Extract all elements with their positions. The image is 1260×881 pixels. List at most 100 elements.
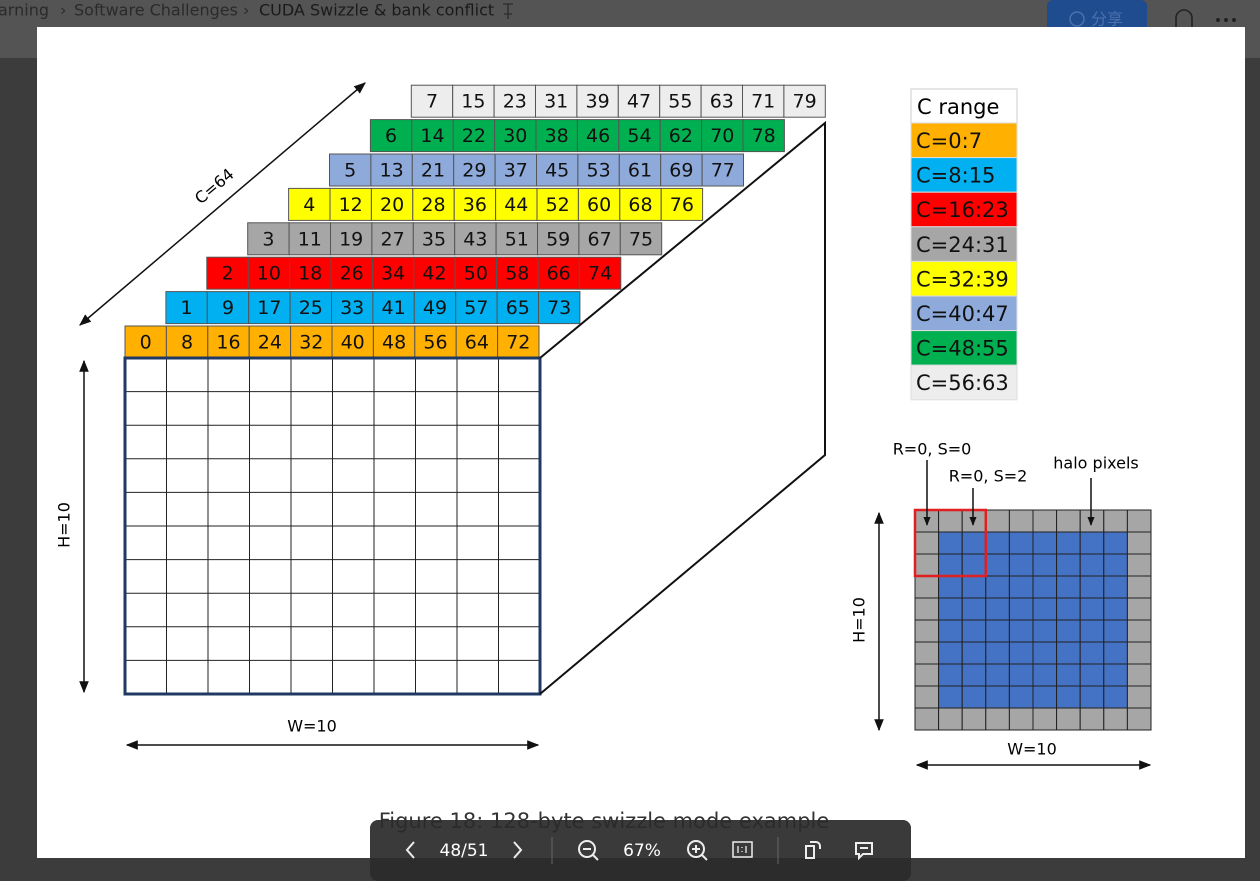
channel-index: 59 <box>546 228 570 250</box>
input-pixel <box>961 597 987 621</box>
comment-button[interactable] <box>855 842 873 861</box>
channel-index: 41 <box>382 297 406 319</box>
halo-pixel <box>914 707 940 731</box>
input-pixel <box>1056 685 1081 709</box>
channel-cell <box>413 291 457 325</box>
more-icon[interactable] <box>1216 18 1236 22</box>
channel-cell <box>576 119 620 153</box>
channel-index: 66 <box>547 263 571 285</box>
channel-index: 36 <box>463 194 487 216</box>
zoom-in-button[interactable] <box>687 840 708 861</box>
input-pixel <box>1032 531 1058 555</box>
input-pixel <box>1032 553 1058 577</box>
input-pixel <box>1032 575 1058 599</box>
input-pixel <box>938 663 963 687</box>
input-pixel <box>938 531 963 555</box>
input-pixel <box>961 531 987 555</box>
halo-pixel <box>1103 509 1128 533</box>
input-pixel <box>1103 597 1128 621</box>
channel-cell <box>454 222 497 256</box>
input-pixel <box>985 553 1010 577</box>
channel-cell <box>742 84 785 118</box>
channel-cell <box>538 291 581 325</box>
channel-index: 2 <box>221 263 233 285</box>
front-face <box>123 356 542 696</box>
channel-cell <box>124 325 167 359</box>
zoom-out-button[interactable] <box>578 840 599 861</box>
rotate-button[interactable] <box>805 841 821 859</box>
legend-swatch <box>910 364 1018 401</box>
halo-pixel <box>914 619 940 643</box>
halo-pixel <box>914 597 940 621</box>
channel-index: 9 <box>222 297 234 319</box>
halo-pixel <box>914 553 940 577</box>
input-pixel <box>938 685 963 709</box>
input-pixel <box>1008 641 1034 665</box>
channel-index: 21 <box>421 160 445 182</box>
channel-cell <box>578 256 622 290</box>
halo-pixel <box>1008 509 1034 533</box>
input-pixel <box>1103 641 1128 665</box>
halo-pixel <box>961 509 987 533</box>
bell-icon[interactable] <box>1175 9 1193 29</box>
halo-pixel <box>938 707 963 731</box>
halo-pixel <box>914 531 940 555</box>
halo-pixel <box>1056 707 1081 731</box>
crumb[interactable]: Software Challenges <box>74 1 238 20</box>
input-pixel <box>985 663 1010 687</box>
halo-pixel <box>961 707 987 731</box>
channel-cell <box>700 84 743 118</box>
channel-index: 56 <box>423 332 447 354</box>
legend-label: C=32:39 <box>916 267 1009 291</box>
pin-icon[interactable] <box>503 3 513 19</box>
halo-pixel <box>1103 707 1128 731</box>
input-pixel <box>985 597 1010 621</box>
channel-cell <box>369 119 413 153</box>
next-button[interactable] <box>513 841 523 859</box>
input-pixel <box>1032 619 1058 643</box>
channel-cell <box>742 119 785 153</box>
prev-button[interactable] <box>405 841 415 859</box>
channel-cell <box>372 325 416 359</box>
input-pixel <box>961 685 987 709</box>
channel-cell <box>618 153 662 187</box>
halo-pixel <box>1126 575 1152 599</box>
channel-index: 26 <box>340 263 364 285</box>
channel-index: 49 <box>423 297 447 319</box>
channel-index: 39 <box>586 91 610 113</box>
channel-index: 11 <box>298 228 322 250</box>
filter-window <box>913 508 988 578</box>
h-label: H=10 <box>850 597 869 643</box>
input-pixel <box>1008 663 1034 687</box>
channel-cell <box>496 256 539 290</box>
channel-cell <box>411 119 454 153</box>
channel-index: 64 <box>465 332 489 354</box>
channel-cell <box>783 84 826 118</box>
input-pixel <box>938 575 963 599</box>
input-pixel <box>961 663 987 687</box>
channel-cell <box>660 187 704 221</box>
breadcrumb: arning › Software Challenges › CUDA Swiz… <box>0 1 513 20</box>
input-pixel <box>1056 663 1081 687</box>
input-pixel <box>1032 597 1058 621</box>
channel-cell <box>578 222 621 256</box>
crumb[interactable]: arning <box>0 1 49 20</box>
channel-index: 75 <box>629 228 653 250</box>
channel-index: 35 <box>422 228 446 250</box>
halo-pixel <box>1126 641 1152 665</box>
legend-swatch <box>910 226 1018 262</box>
channel-index: 18 <box>298 263 322 285</box>
crumb-current: CUDA Swizzle & bank conflict <box>259 1 494 20</box>
channel-index: 46 <box>586 125 610 147</box>
actual-size-button[interactable] <box>732 841 753 858</box>
input-pixel <box>1079 553 1105 577</box>
halo-pixel <box>914 663 940 687</box>
legend-label: C=48:55 <box>916 337 1009 361</box>
input-pixel <box>985 641 1010 665</box>
channel-index: 71 <box>751 91 775 113</box>
channel-index: 10 <box>257 263 281 285</box>
input-pixel <box>961 553 987 577</box>
legend-label: C=16:23 <box>916 198 1009 222</box>
channel-cell <box>536 187 579 221</box>
